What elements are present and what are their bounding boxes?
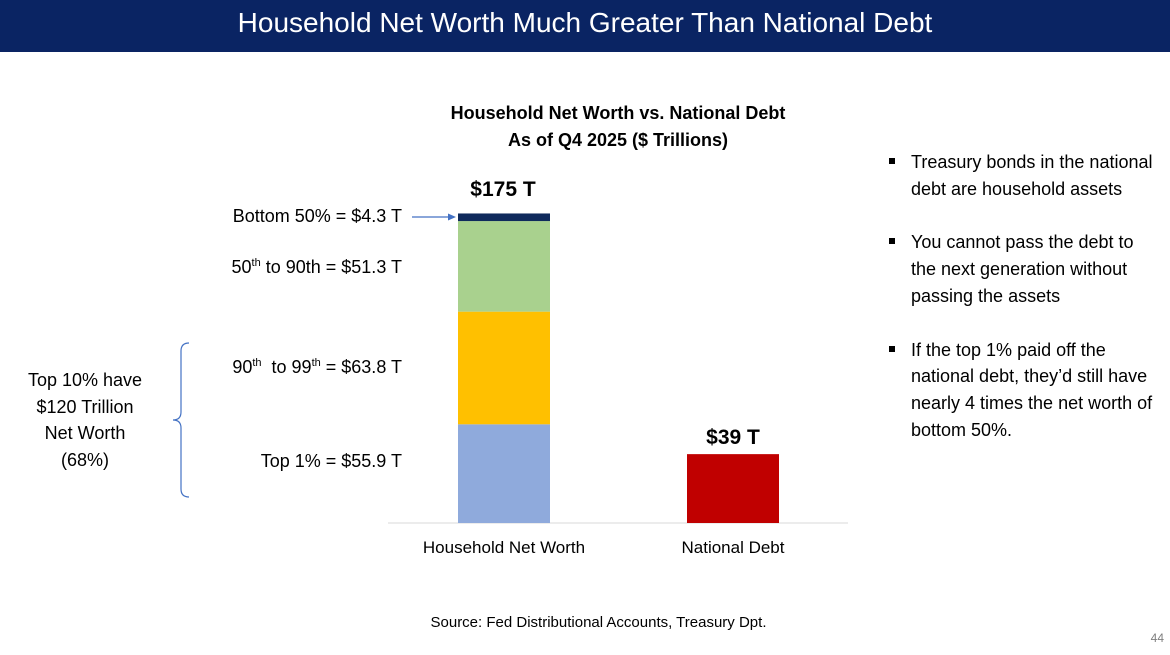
page-number: 44 xyxy=(1150,631,1164,645)
bar-bottom-50 xyxy=(458,213,550,222)
title-bar xyxy=(0,0,1170,52)
chart-subtitle: As of Q4 2025 ($ Trillions) xyxy=(507,130,729,150)
bar-national-debt xyxy=(687,454,779,523)
bullet-square-icon xyxy=(889,158,895,164)
bullet-item: If the top 1% paid off the national debt… xyxy=(888,337,1158,444)
top-10-brace xyxy=(172,342,190,498)
household-total-label: $175 T xyxy=(470,178,536,201)
bullet-list: Treasury bonds in the national debt are … xyxy=(888,149,1158,470)
bar-top-1 xyxy=(458,424,550,523)
chart-title: Household Net Worth vs. National Debt xyxy=(450,103,786,123)
bullet-square-icon xyxy=(889,345,895,352)
x-tick-household-net-worth: Household Net Worth xyxy=(422,538,586,557)
source-note: Source: Fed Distributional Accounts, Tre… xyxy=(430,614,767,631)
slide-title: Household Net Worth Much Greater Than Na… xyxy=(237,7,933,38)
bullet-item: Treasury bonds in the national debt are … xyxy=(888,149,1158,202)
bullet-item: You cannot pass the debt to the next gen… xyxy=(888,229,1158,309)
top-1-label: Top 1% = $55.9 T xyxy=(260,451,402,471)
bullet-square-icon xyxy=(889,238,895,245)
bar-p50-90 xyxy=(458,221,550,312)
bars-group xyxy=(458,213,779,523)
p90-99-label: 90th to 99th = $63.8 T xyxy=(232,357,402,377)
top-10-annotation: Top 10% have $120 Trillion Net Worth (68… xyxy=(27,370,143,470)
bottom-50-arrow xyxy=(412,213,456,221)
bottom-50-label: Bottom 50% = $4.3 T xyxy=(232,206,402,226)
p50-90-label: 50th to 90th = $51.3 T xyxy=(231,257,403,277)
x-tick-national-debt: National Debt xyxy=(681,538,785,557)
debt-total-label: $39 T xyxy=(706,426,760,449)
bar-p90-99 xyxy=(458,311,550,425)
